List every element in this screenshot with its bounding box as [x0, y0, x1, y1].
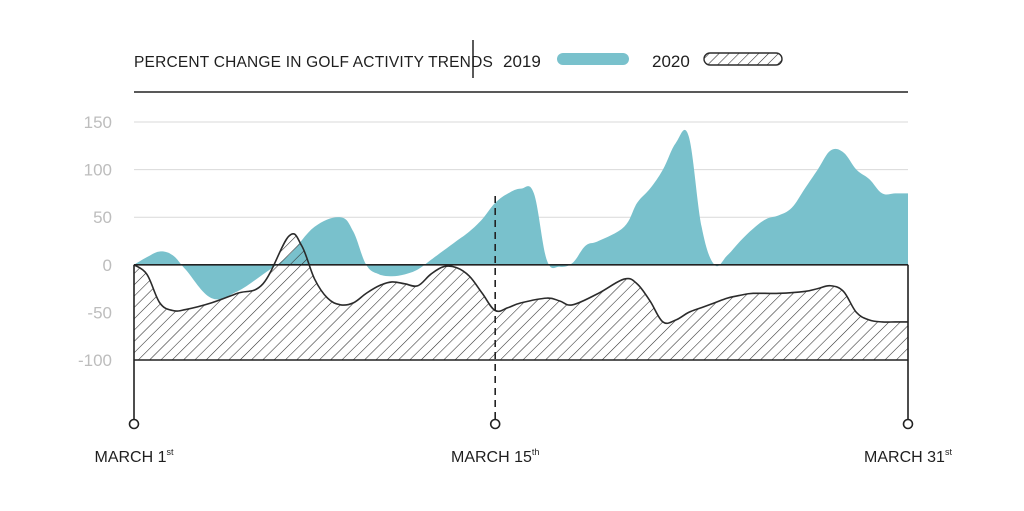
- marker-dot: [489, 418, 501, 430]
- y-tick-label: 100: [84, 161, 112, 180]
- x-marker-suffix: st: [945, 447, 953, 457]
- series-2020-line: [133, 232, 908, 325]
- y-axis-ticks: 150 100 50 0 -100 -50: [78, 113, 112, 370]
- axes: [134, 263, 908, 361]
- x-marker-label: MARCH 1st: [94, 447, 174, 466]
- marker-dot: [128, 418, 140, 430]
- legend-swatch-2020: [703, 52, 783, 66]
- x-marker-label: MARCH 15th: [451, 447, 539, 466]
- legend-label-2020: 2020: [652, 52, 690, 71]
- series-layer: [133, 129, 908, 360]
- x-marker-suffix: st: [167, 447, 175, 457]
- y-tick-label: 0: [103, 256, 112, 275]
- y-tick-label: -100: [78, 351, 112, 370]
- x-marker-label: MARCH 31st: [864, 447, 952, 466]
- x-axis-markers: MARCH 1st MARCH 15th MARCH 31st: [94, 196, 952, 466]
- legend-label-2019: 2019: [503, 52, 541, 71]
- legend-swatch-2019: [557, 53, 629, 65]
- chart-title: PERCENT CHANGE IN GOLF ACTIVITY TRENDS: [134, 54, 493, 71]
- marker-dot: [902, 418, 914, 430]
- x-marker-suffix: th: [532, 447, 540, 457]
- series-2019-area: [134, 129, 908, 300]
- y-tick-label: 50: [93, 208, 112, 227]
- y-tick-label: -50: [87, 303, 112, 322]
- y-tick-label: 150: [84, 113, 112, 132]
- series-2020-area: [134, 233, 908, 360]
